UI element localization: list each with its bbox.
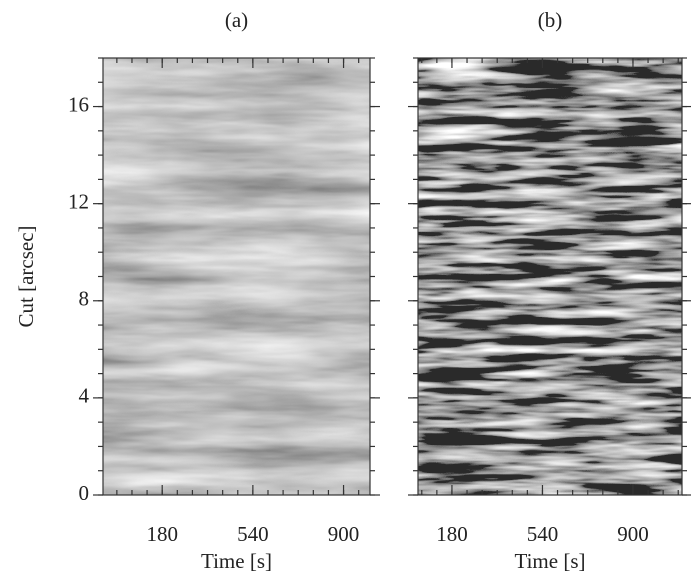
y-tick-label: 16 — [68, 92, 89, 116]
x-tick-label: 540 — [527, 522, 559, 546]
x-tick-label: 180 — [436, 522, 468, 546]
x-tick-label: 180 — [146, 522, 178, 546]
y-axis-label: Cut [arcsec] — [14, 225, 38, 327]
y-tick-label: 4 — [79, 384, 90, 408]
x-tick-label: 900 — [617, 522, 649, 546]
y-tick-label: 12 — [68, 189, 89, 213]
filtered-image — [418, 58, 682, 495]
y-tick-label: 8 — [79, 287, 90, 311]
x-axis-label: Time [s] — [515, 549, 586, 573]
y-tick-label: 0 — [79, 481, 90, 505]
x-tick-label: 900 — [328, 522, 360, 546]
panel-title: (b) — [538, 8, 563, 32]
intensity-image — [103, 58, 370, 495]
panel-title: (a) — [225, 8, 248, 32]
x-tick-label: 540 — [237, 522, 269, 546]
x-axis-label: Time [s] — [201, 549, 272, 573]
